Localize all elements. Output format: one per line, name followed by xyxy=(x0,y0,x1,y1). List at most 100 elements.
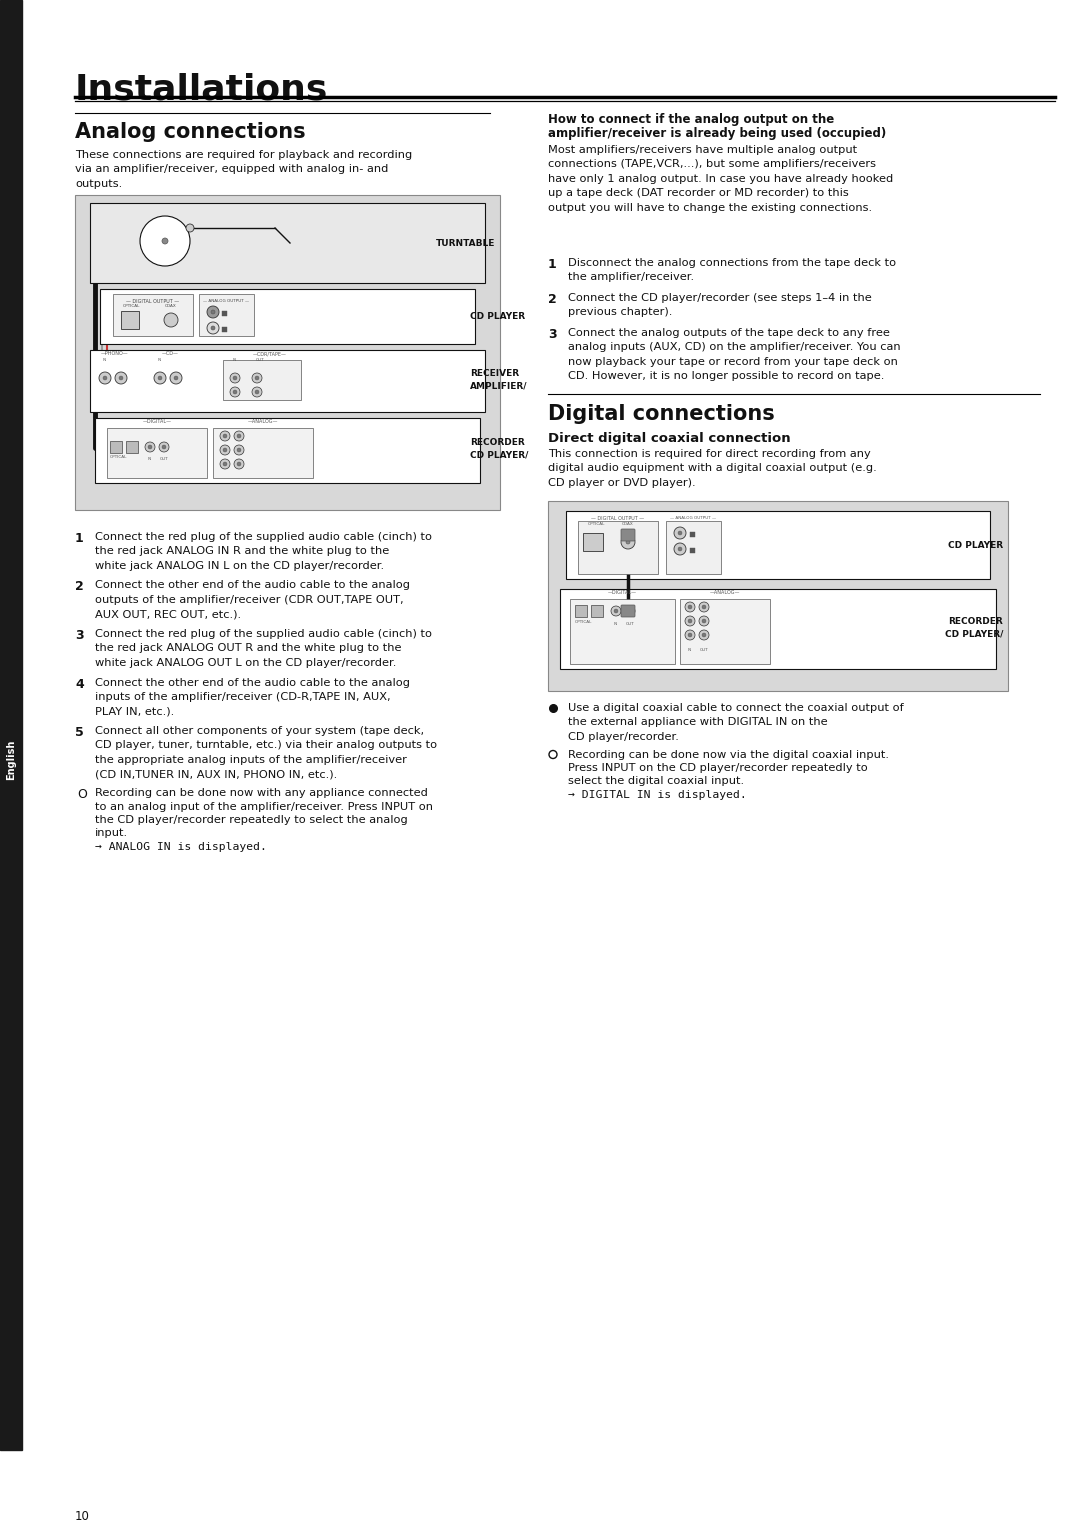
Circle shape xyxy=(626,540,630,543)
Text: Connect all other components of your system (tape deck,
CD player, tuner, turnta: Connect all other components of your sys… xyxy=(95,726,437,780)
Text: IN: IN xyxy=(613,623,618,626)
Bar xyxy=(0,0,22,1450)
Bar xyxy=(583,533,603,551)
Circle shape xyxy=(252,388,262,397)
Text: English: English xyxy=(6,740,16,780)
Circle shape xyxy=(186,224,194,232)
Text: CD PLAYER/: CD PLAYER/ xyxy=(945,630,1003,638)
Bar xyxy=(548,501,1008,691)
Circle shape xyxy=(145,443,156,452)
Circle shape xyxy=(255,375,259,380)
Text: OUT: OUT xyxy=(160,456,168,461)
Text: — DIGITAL OUTPUT —: — DIGITAL OUTPUT — xyxy=(126,299,179,304)
Circle shape xyxy=(233,375,237,380)
Text: the CD player/recorder repeatedly to select the analog: the CD player/recorder repeatedly to sel… xyxy=(95,815,408,826)
Circle shape xyxy=(699,601,708,612)
Circle shape xyxy=(699,617,708,626)
Text: → ANALOG IN is displayed.: → ANALOG IN is displayed. xyxy=(95,842,267,852)
Circle shape xyxy=(114,372,127,385)
Bar xyxy=(121,311,139,330)
Text: —ANALOG—: —ANALOG— xyxy=(710,591,740,595)
Circle shape xyxy=(678,531,681,536)
Bar xyxy=(90,203,485,282)
Circle shape xyxy=(702,620,706,623)
Text: Connect the CD player/recorder (see steps 1–4 in the
previous chapter).: Connect the CD player/recorder (see step… xyxy=(568,293,872,317)
Circle shape xyxy=(611,606,621,617)
Circle shape xyxy=(211,327,215,330)
Bar xyxy=(213,427,313,478)
Text: amplifier/receiver is already being used (occupied): amplifier/receiver is already being used… xyxy=(548,127,887,140)
Bar xyxy=(690,533,696,537)
Text: —CDR/TAPE—: —CDR/TAPE— xyxy=(253,351,287,356)
Circle shape xyxy=(233,391,237,394)
Bar xyxy=(107,427,207,478)
Text: RECEIVER: RECEIVER xyxy=(470,368,519,377)
Circle shape xyxy=(211,310,215,314)
Circle shape xyxy=(688,620,692,623)
Text: CD PLAYER: CD PLAYER xyxy=(470,311,525,320)
Circle shape xyxy=(685,601,696,612)
Circle shape xyxy=(230,372,240,383)
Text: —ANALOG—: —ANALOG— xyxy=(247,420,279,424)
Bar xyxy=(222,360,301,400)
Text: 3: 3 xyxy=(548,328,556,340)
Text: This connection is required for direct recording from any
digital audio equipmen: This connection is required for direct r… xyxy=(548,449,877,488)
Circle shape xyxy=(234,459,244,468)
Text: OPTICAL: OPTICAL xyxy=(588,522,605,526)
Text: Most amplifiers/receivers have multiple analog output
connections (TAPE,VCR,...): Most amplifiers/receivers have multiple … xyxy=(548,145,893,212)
Text: Recording can be done now via the digital coaxial input.: Recording can be done now via the digita… xyxy=(568,749,889,760)
Circle shape xyxy=(688,604,692,609)
Text: Use a digital coaxial cable to connect the coaxial output of
the external applia: Use a digital coaxial cable to connect t… xyxy=(568,703,904,742)
Text: 4: 4 xyxy=(75,678,84,690)
Circle shape xyxy=(174,375,178,380)
Text: Connect the other end of the audio cable to the analog
outputs of the amplifier/: Connect the other end of the audio cable… xyxy=(95,580,410,620)
Text: 10: 10 xyxy=(75,1511,90,1523)
Text: → DIGITAL IN is displayed.: → DIGITAL IN is displayed. xyxy=(568,790,746,800)
Bar xyxy=(222,311,227,316)
Circle shape xyxy=(625,606,635,617)
Circle shape xyxy=(148,446,152,449)
Circle shape xyxy=(207,322,219,334)
Text: How to connect if the analog output on the: How to connect if the analog output on t… xyxy=(548,113,834,127)
Text: Recording can be done now with any appliance connected: Recording can be done now with any appli… xyxy=(95,787,428,798)
Circle shape xyxy=(234,446,244,455)
Circle shape xyxy=(162,446,166,449)
Circle shape xyxy=(237,462,241,465)
Circle shape xyxy=(627,609,632,613)
Bar xyxy=(95,418,480,484)
Text: IN: IN xyxy=(158,359,162,362)
Circle shape xyxy=(222,462,227,465)
Circle shape xyxy=(119,375,123,380)
Circle shape xyxy=(615,609,618,613)
Bar xyxy=(591,604,603,617)
Circle shape xyxy=(220,459,230,468)
Circle shape xyxy=(702,633,706,636)
Circle shape xyxy=(237,433,241,438)
Circle shape xyxy=(170,372,183,385)
Text: OUT: OUT xyxy=(256,359,265,362)
Circle shape xyxy=(220,430,230,441)
Bar xyxy=(578,520,658,574)
Text: — ANALOG OUTPUT —: — ANALOG OUTPUT — xyxy=(670,516,716,520)
Circle shape xyxy=(237,449,241,452)
Text: CD PLAYER: CD PLAYER xyxy=(948,540,1003,549)
Text: Connect the red plug of the supplied audio cable (cinch) to
the red jack ANALOG : Connect the red plug of the supplied aud… xyxy=(95,533,432,571)
Text: IN: IN xyxy=(688,649,692,652)
Circle shape xyxy=(99,372,111,385)
Circle shape xyxy=(252,372,262,383)
Text: IN: IN xyxy=(148,456,152,461)
Text: TURNTABLE: TURNTABLE xyxy=(435,238,495,247)
Circle shape xyxy=(220,446,230,455)
Text: 1: 1 xyxy=(548,258,557,272)
Text: COAX: COAX xyxy=(165,304,177,308)
Text: OUT: OUT xyxy=(625,623,634,626)
Text: RECORDER: RECORDER xyxy=(470,438,525,447)
Text: Digital connections: Digital connections xyxy=(548,404,774,424)
Bar xyxy=(575,604,588,617)
Bar xyxy=(666,520,721,574)
Bar xyxy=(113,295,193,336)
Text: CD PLAYER/: CD PLAYER/ xyxy=(470,452,528,459)
Text: input.: input. xyxy=(95,829,129,838)
Bar xyxy=(690,548,696,552)
FancyBboxPatch shape xyxy=(621,530,635,542)
